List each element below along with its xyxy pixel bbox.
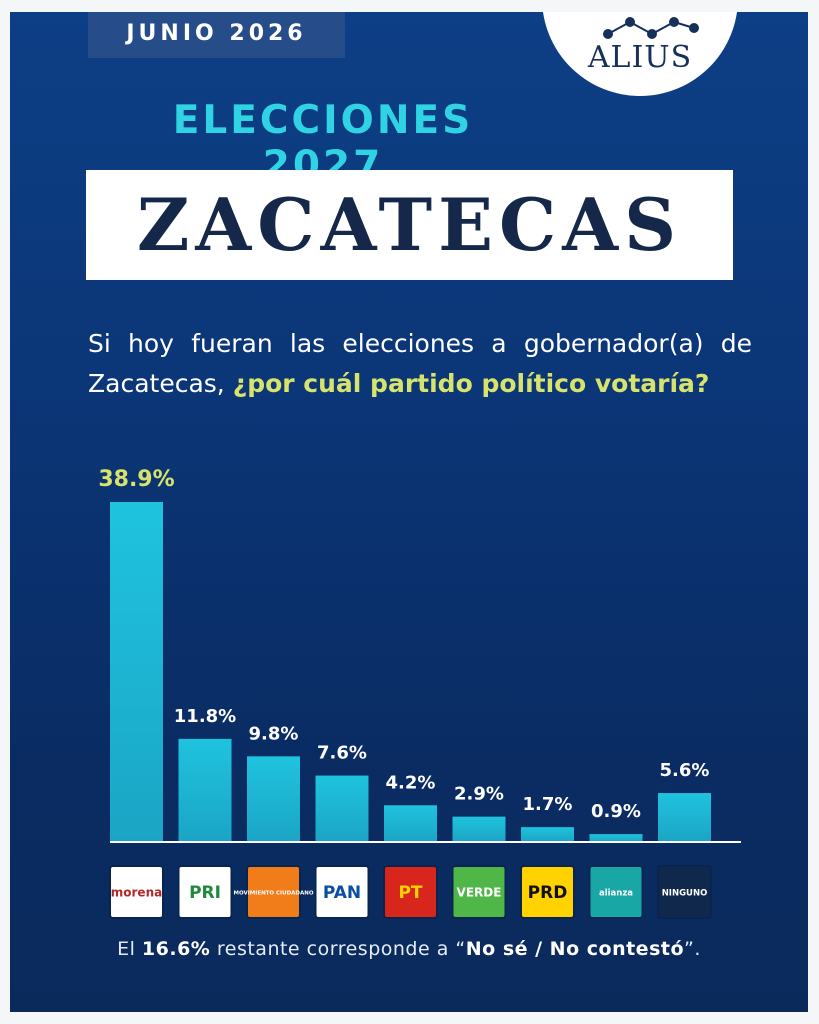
party-name: PT	[398, 883, 422, 903]
value-label: 9.8%	[249, 723, 299, 744]
party-logo	[383, 865, 438, 919]
footer: El 16.6% restante corresponde a “No sé /…	[10, 938, 808, 960]
panel: 38.9% morena 11.8% PRI 9.8% MOVIMIENTO CIUDAD…	[10, 12, 808, 1012]
value-label: 7.6%	[317, 743, 367, 764]
bar	[384, 805, 437, 842]
value-label: 0.9%	[591, 801, 641, 822]
party-name: VERDE	[457, 886, 502, 900]
brand-icon	[603, 17, 699, 39]
party-logo	[520, 865, 575, 919]
party-name: NINGUNO	[662, 889, 708, 899]
value-label: 11.8%	[174, 706, 236, 727]
value-label: 4.2%	[386, 772, 436, 793]
party-logo	[246, 865, 301, 919]
party-logo	[451, 865, 507, 919]
footer-part: 16.6%	[141, 938, 211, 960]
footer-part: ”.	[684, 938, 701, 960]
party-name: morena	[111, 886, 162, 900]
footer-part: restante corresponde a “	[210, 938, 466, 960]
value-label: 38.9%	[98, 467, 174, 492]
chart: 38.9% morena 11.8% PRI 9.8% MOVIMIENTO CIUDAD…	[98, 17, 741, 919]
party-name: MOVIMIENTO CIUDADANO	[234, 891, 314, 897]
party-logo	[588, 865, 644, 919]
party-name: PAN	[323, 883, 361, 903]
bar	[658, 793, 711, 842]
question-highlight: ¿por cuál partido político votaría?	[232, 369, 710, 398]
party-name: PRI	[189, 883, 221, 903]
party-logo	[109, 865, 164, 919]
party-logo	[177, 865, 233, 919]
bar	[589, 834, 643, 842]
bar	[452, 816, 506, 842]
party-logo	[314, 865, 370, 919]
party-name: alianza	[599, 889, 633, 899]
brand: ALIUS	[587, 40, 693, 75]
bar	[178, 738, 232, 842]
title-box: ZACATECAS	[86, 170, 733, 280]
footer-part: No sé / No contestó	[465, 938, 685, 960]
footer-part: El	[117, 938, 142, 960]
party-name: PRD	[528, 883, 568, 903]
bar	[315, 775, 369, 842]
bar	[247, 756, 300, 842]
party-logo	[657, 865, 712, 919]
value-label: 1.7%	[523, 794, 573, 815]
date-label: JUNIO 2026	[88, 12, 345, 58]
bar	[521, 827, 574, 842]
question-text: Si hoy fueran las elecciones a gobernado…	[88, 329, 752, 398]
value-label: 2.9%	[454, 784, 504, 805]
value-label: 5.6%	[660, 760, 710, 781]
question: Si hoy fueran las elecciones a gobernado…	[88, 324, 752, 404]
bar	[110, 502, 163, 842]
title: ZACATECAS	[136, 182, 683, 267]
